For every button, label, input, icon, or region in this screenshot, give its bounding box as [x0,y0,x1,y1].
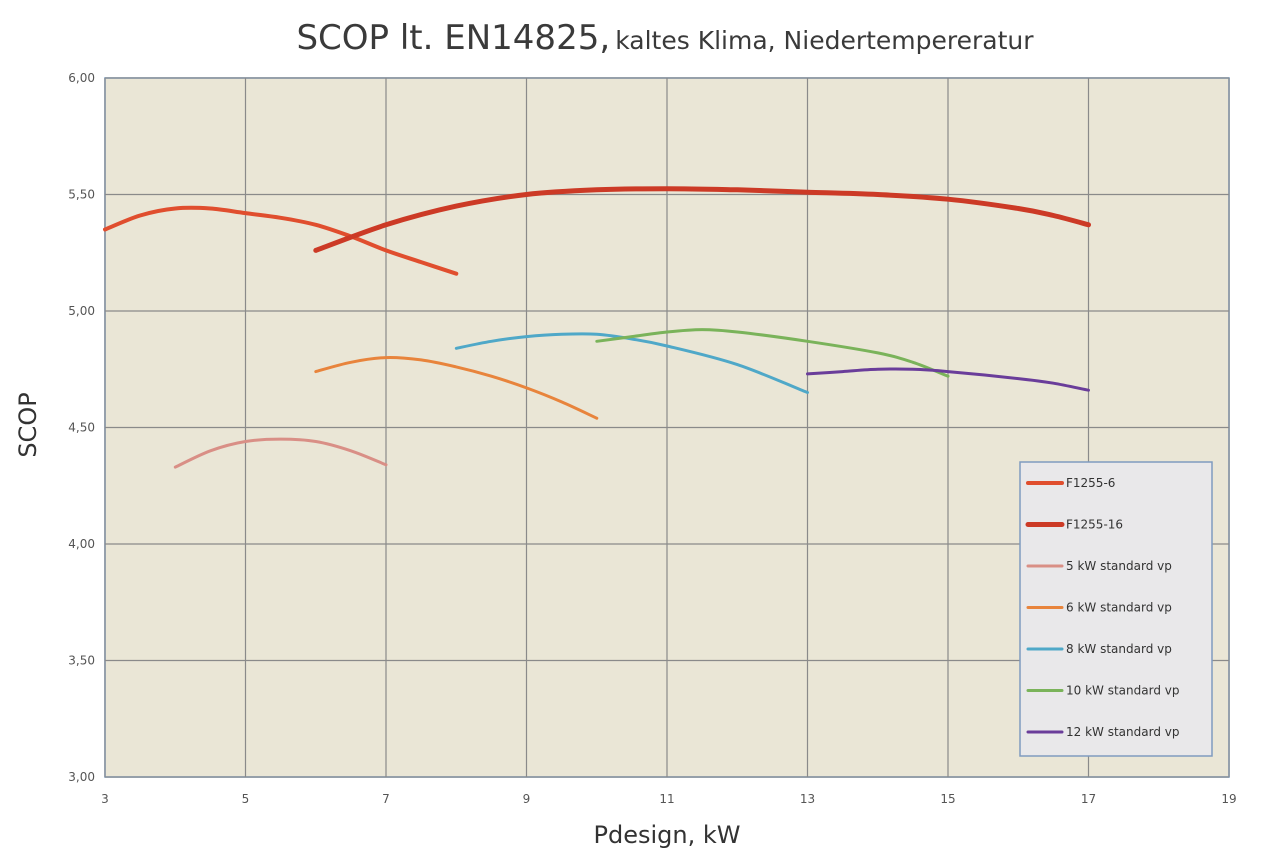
y-tick-label: 3,00 [68,770,95,784]
x-tick-label: 13 [800,792,815,806]
y-tick-label: 4,50 [68,421,95,435]
x-tick-label: 11 [659,792,674,806]
y-axis-label: SCOP [14,392,42,457]
series-line-10-kw-standard-vp [595,328,950,378]
x-tick-label: 7 [382,792,390,806]
series-line-5-kw-standard-vp [173,437,388,469]
series-line-6-kw-standard-vp [314,356,599,420]
y-tick-label: 5,00 [68,304,95,318]
x-axis-ticks: 3 5 7 9 11 13 15 17 19 [101,792,1236,806]
x-tick-label: 9 [523,792,531,806]
y-tick-label: 3,50 [68,654,95,668]
chart-subtitle: kaltes Klima, Niedertempereratur [615,26,1034,55]
legend-label: F1255-16 [1066,518,1123,532]
x-tick-label: 17 [1081,792,1096,806]
series-line-8-kw-standard-vp [454,332,809,394]
legend-label: 5 kW standard vp [1066,559,1172,573]
x-tick-label: 19 [1221,792,1236,806]
series-line-12-kw-standard-vp [806,367,1090,392]
x-tick-label: 3 [101,792,109,806]
y-tick-label: 5,50 [68,188,95,202]
series-line-f1255-6 [103,205,459,276]
x-axis-label: Pdesign, kW [594,821,741,849]
legend-label: 10 kW standard vp [1066,684,1179,698]
series-lines [103,186,1091,469]
legend: F1255-6 F1255-16 5 kW standard vp 6 kW stan… [1019,461,1213,757]
chart-title: SCOP lt. EN14825, kaltes Klima, Niederte… [0,18,1280,58]
legend-label: F1255-6 [1066,476,1115,490]
y-axis-ticks: 3,00 3,50 4,00 4,50 5,00 5,50 6,00 [68,71,95,784]
x-tick-label: 5 [242,792,250,806]
x-tick-label: 15 [940,792,955,806]
legend-label: 8 kW standard vp [1066,642,1172,656]
legend-label: 6 kW standard vp [1066,601,1172,615]
chart-title-main: SCOP lt. EN14825, [296,18,611,58]
series-line-f1255-16 [313,186,1091,253]
y-tick-label: 6,00 [68,71,95,85]
legend-label: 12 kW standard vp [1066,725,1179,739]
y-tick-label: 4,00 [68,537,95,551]
